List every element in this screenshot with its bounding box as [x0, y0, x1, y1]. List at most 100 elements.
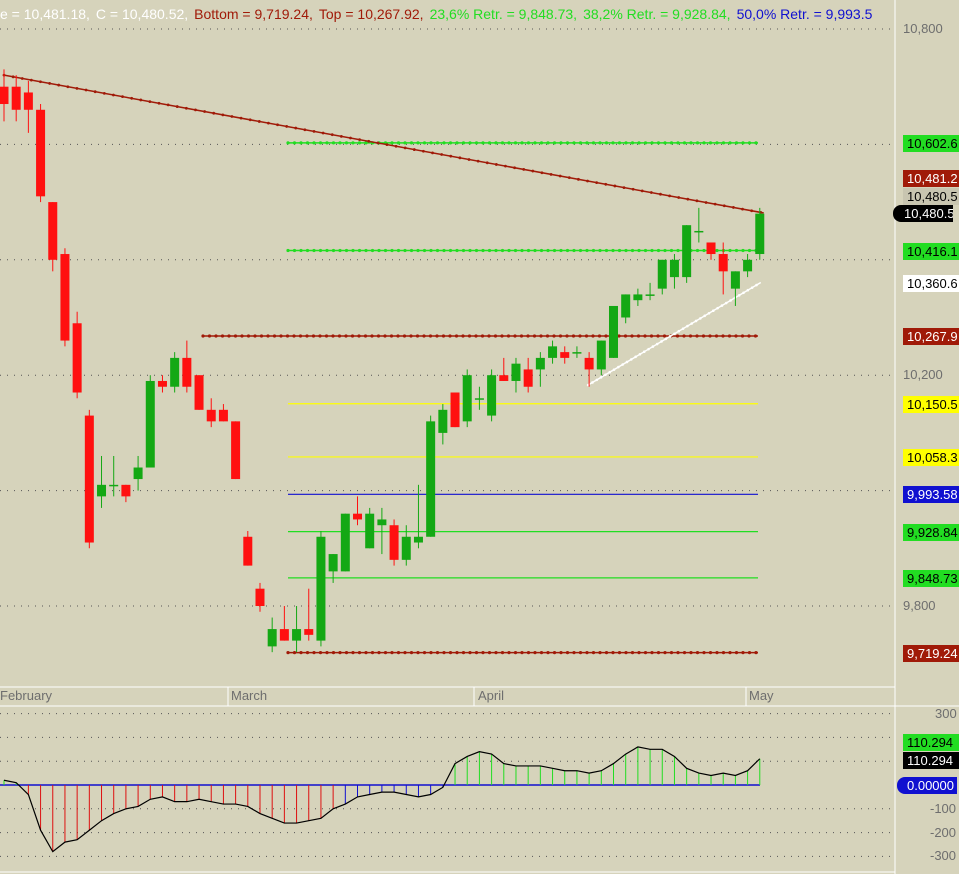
price-tick-label: 10,800	[903, 21, 943, 36]
candle	[377, 507, 387, 555]
indicator-tick-label: -200	[930, 824, 957, 840]
indicator-info-bar: e = 10,481.18, C = 10,480.52, Bottom = 9,7…	[0, 0, 895, 28]
candle	[718, 242, 728, 295]
price-tick-label: 10,200	[903, 367, 943, 383]
candle	[97, 455, 107, 508]
price-level-label: 10,480.5	[893, 205, 953, 222]
candle	[316, 530, 326, 647]
indicator-value-label: 110.294	[903, 752, 959, 769]
candle	[23, 80, 33, 133]
price-level-label: 10,416.1	[903, 242, 959, 260]
candle	[243, 530, 253, 566]
price-level-label: 10,150.5	[903, 395, 959, 413]
trend-lines	[2, 73, 764, 387]
price-level-label: 10,360.6	[903, 274, 959, 292]
candle	[706, 242, 716, 260]
price-level-label: 10,267.9	[903, 328, 959, 346]
price-tick-label: 9,800	[903, 598, 936, 613]
candle	[657, 259, 667, 295]
candle	[133, 455, 143, 491]
indicator-tick-label: 300	[935, 705, 957, 721]
indicator-tick-label: -300	[930, 848, 957, 864]
candle	[218, 404, 228, 422]
candle	[157, 375, 167, 393]
grid-lines	[0, 28, 895, 857]
candle	[426, 415, 436, 537]
candle	[694, 207, 704, 243]
candle	[669, 254, 679, 289]
info-item: Top = 10,267.92,	[318, 6, 424, 22]
candle	[36, 104, 46, 203]
candle	[462, 369, 472, 428]
candle	[340, 513, 350, 572]
candle	[584, 352, 594, 387]
candle	[487, 369, 497, 422]
macd-line	[3, 746, 761, 853]
indicator-value-label: 110.294	[903, 734, 959, 751]
candle	[194, 375, 204, 410]
price-level-label: 10,058.3	[903, 448, 959, 466]
candle	[267, 617, 277, 653]
candlestick-series	[0, 69, 765, 653]
price-level-label: 9,719.24	[903, 644, 959, 662]
candle	[621, 294, 631, 324]
candle	[109, 455, 119, 497]
candle	[413, 484, 423, 549]
candle	[279, 606, 289, 641]
candle	[743, 254, 753, 278]
candle	[682, 225, 692, 283]
candle	[60, 248, 70, 347]
candle	[231, 421, 241, 480]
candle	[304, 588, 314, 641]
price-level-label: 10,602.6	[903, 134, 959, 152]
month-label: February	[0, 688, 53, 703]
info-item: C = 10,480.52,	[95, 6, 189, 22]
candle	[572, 346, 582, 358]
candle	[511, 357, 521, 393]
candle	[535, 352, 545, 387]
candle	[145, 375, 155, 468]
candle	[755, 207, 765, 260]
price-level-label: 9,848.73	[903, 569, 959, 587]
candle	[499, 357, 509, 381]
candle	[353, 496, 363, 526]
price-level-label: 9,928.84	[903, 523, 959, 541]
price-level-label: 10,481.2	[903, 170, 959, 187]
candle	[523, 357, 533, 393]
candle	[170, 352, 180, 393]
candle	[438, 404, 448, 445]
info-item: 23,6% Retr. = 9,848.73,	[429, 6, 578, 22]
candle	[0, 69, 9, 122]
indicator-tick-label: -100	[930, 800, 957, 816]
candle	[182, 340, 192, 393]
indicator-value-label: 0.00000	[897, 777, 957, 794]
month-label: March	[231, 688, 268, 703]
info-item: e = 10,481.18,	[0, 6, 90, 22]
candle	[121, 484, 131, 503]
macd-histogram	[0, 746, 761, 853]
candle	[730, 271, 740, 306]
candle	[401, 525, 411, 566]
candle	[11, 75, 21, 122]
month-label: May	[749, 688, 774, 703]
candle	[548, 340, 558, 364]
info-item: Bottom = 9,719.24,	[194, 6, 313, 22]
candle	[609, 305, 618, 358]
candle	[72, 311, 82, 399]
candle	[48, 202, 58, 272]
price-level-label: 9,993.58	[903, 486, 959, 504]
candle	[450, 392, 460, 428]
price-level-label: 10,480.5	[903, 188, 959, 205]
candle	[389, 519, 399, 566]
candle	[633, 288, 643, 306]
candle	[365, 507, 375, 549]
info-item: 50,0% Retr. = 9,993.5	[736, 6, 873, 22]
candle	[206, 398, 216, 428]
candle	[645, 282, 655, 301]
candle	[560, 346, 570, 364]
month-label: April	[478, 688, 505, 703]
info-item: 38,2% Retr. = 9,928.84,	[583, 6, 731, 22]
candle	[474, 386, 484, 410]
candle	[328, 554, 338, 583]
